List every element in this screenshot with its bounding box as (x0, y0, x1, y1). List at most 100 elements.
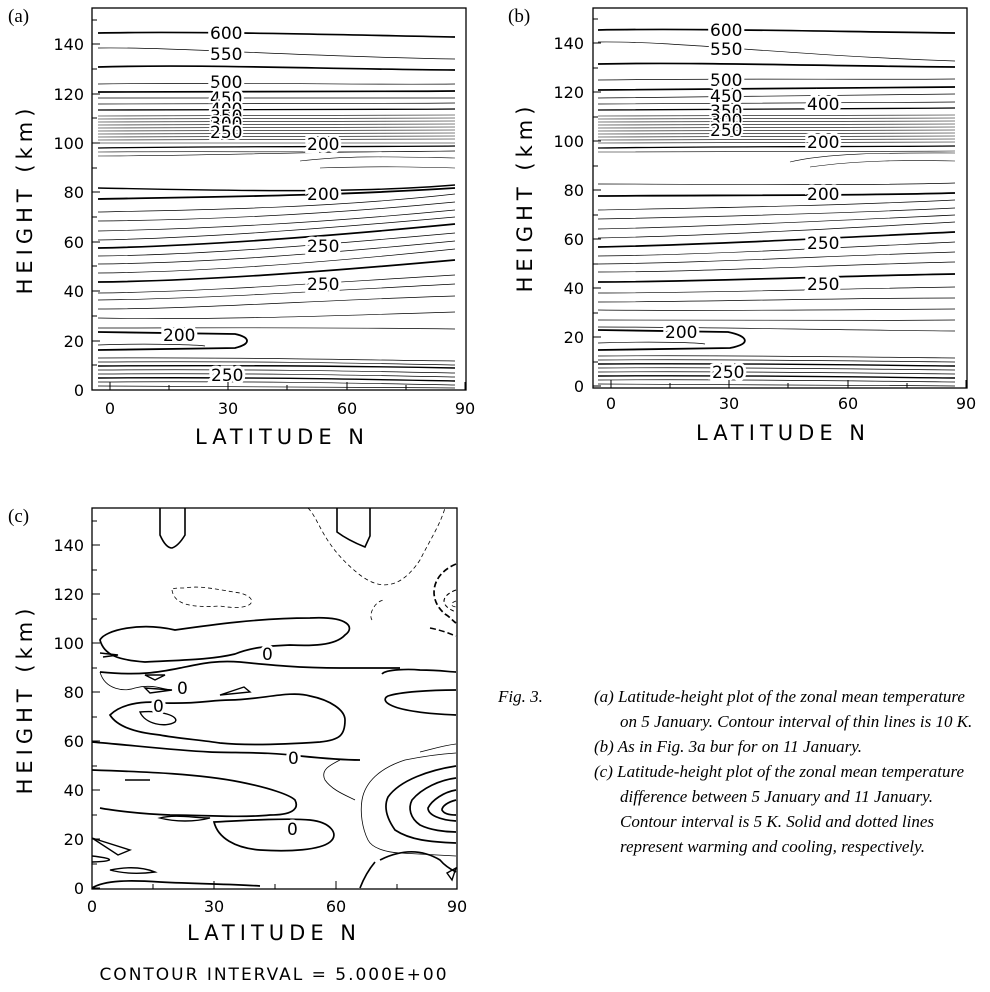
contour-label: 0 (287, 820, 298, 840)
x-tick-label: 60 (326, 897, 346, 916)
y-tick-label: 80 (564, 181, 584, 200)
y-tick-label: 20 (564, 328, 584, 347)
y-tick-label: 120 (53, 85, 84, 104)
x-tick-label: 30 (719, 394, 739, 413)
contour-label: 550 (210, 45, 242, 65)
y-tick-label: 20 (64, 332, 84, 351)
panel-a-contours (97, 31, 456, 389)
x-tick-label: 0 (606, 394, 616, 413)
contour-label: 550 (710, 40, 742, 60)
panel-b-ticks (593, 18, 967, 388)
contour-label: 200 (807, 133, 839, 153)
contour-label: 600 (710, 21, 742, 41)
panel-c-x-axis-title: LATITUDE N (187, 921, 361, 945)
x-tick-label: 90 (455, 399, 475, 418)
contour-label: 200 (163, 326, 195, 346)
contour-label: 350 (710, 102, 742, 122)
panel-b: (b) (508, 6, 976, 445)
y-tick-label: 120 (53, 585, 84, 604)
caption-item-b: (b) As in Fig. 3a bur for on 11 January. (594, 737, 863, 756)
contour-label: 500 (710, 71, 742, 91)
panel-c-x-tick-labels: 0 30 60 90 (87, 897, 467, 916)
y-tick-label: 0 (574, 377, 584, 396)
y-tick-label: 140 (53, 35, 84, 54)
y-tick-label: 100 (53, 134, 84, 153)
y-tick-label: 120 (553, 83, 584, 102)
y-tick-label: 80 (64, 683, 84, 702)
y-tick-label: 0 (74, 879, 84, 898)
contour-label: 600 (210, 24, 242, 44)
contour-label: 500 (210, 73, 242, 93)
panel-c-contours (91, 507, 458, 889)
y-tick-label: 40 (64, 282, 84, 301)
contour-label: 0 (177, 679, 188, 699)
x-tick-label: 0 (105, 399, 115, 418)
panel-c-contour-labels: 0 0 0 0 0 (150, 642, 302, 843)
panel-b-letter: (b) (508, 6, 530, 27)
contour-label: 200 (307, 185, 339, 205)
contour-label: 250 (807, 275, 839, 295)
panel-a-x-axis-title: LATITUDE N (195, 425, 369, 449)
y-tick-label: 40 (564, 279, 584, 298)
contour-label: 250 (210, 123, 242, 143)
contour-label: 0 (153, 697, 164, 717)
y-tick-label: 80 (64, 183, 84, 202)
contour-label: 350 (210, 107, 242, 127)
panel-c: (c) (8, 506, 467, 985)
panel-b-x-axis-title: LATITUDE N (696, 421, 870, 445)
panel-a: (a) (8, 6, 475, 449)
panel-a-frame (91, 7, 467, 391)
panel-a-ticks (92, 19, 466, 391)
panel-a-contour-labels: 600 550 500 450 400 350 300 250 200 200 … (160, 21, 342, 389)
panel-c-letter: (c) (8, 506, 29, 527)
contour-label: 400 (210, 100, 242, 120)
y-tick-label: 140 (53, 536, 84, 555)
contour-label: 250 (211, 366, 243, 386)
x-tick-label: 60 (838, 394, 858, 413)
panel-a-y-tick-labels: 0 20 40 60 80 100 120 140 (53, 35, 84, 400)
contour-label: 300 (210, 114, 242, 134)
y-tick-label: 60 (564, 230, 584, 249)
panel-a-letter: (a) (8, 6, 29, 27)
panel-c-y-axis-title: HEIGHT (km) (13, 604, 37, 795)
contour-label: 250 (807, 234, 839, 254)
panel-b-contour-labels: 600 550 500 450 400 350 300 250 200 200 … (662, 18, 842, 386)
x-tick-label: 60 (337, 399, 357, 418)
y-tick-label: 100 (53, 634, 84, 653)
contour-label: 250 (307, 275, 339, 295)
contour-label: 250 (710, 121, 742, 141)
panel-a-x-tick-labels: 0 30 60 90 (105, 399, 475, 418)
caption-item-a: (a) Latitude-height plot of the zonal me… (594, 687, 973, 731)
contour-label: 450 (210, 89, 242, 109)
caption-item-c: (c) Latitude-height plot of the zonal me… (594, 762, 964, 856)
contour-label: 450 (710, 87, 742, 107)
panel-b-frame (592, 7, 968, 389)
panel-b-y-tick-labels: 0 20 40 60 80 100 120 140 (553, 34, 584, 396)
contour-label: 200 (807, 185, 839, 205)
y-tick-label: 100 (553, 132, 584, 151)
y-tick-label: 140 (553, 34, 584, 53)
panel-a-y-axis-title: HEIGHT (km) (13, 104, 37, 295)
contour-label: 0 (262, 645, 273, 665)
panel-b-y-axis-title: HEIGHT (km) (513, 102, 537, 293)
x-tick-label: 90 (956, 394, 976, 413)
contour-label: 200 (307, 135, 339, 155)
contour-label: 400 (807, 95, 839, 115)
y-tick-label: 20 (64, 830, 84, 849)
y-tick-label: 40 (64, 781, 84, 800)
panel-c-frame (91, 507, 458, 890)
y-tick-label: 60 (64, 233, 84, 252)
panel-b-x-tick-labels: 0 30 60 90 (606, 394, 976, 413)
contour-interval-note: CONTOUR INTERVAL = 5.000E+00 (99, 965, 448, 985)
x-tick-label: 30 (218, 399, 238, 418)
contour-label: 200 (665, 323, 697, 343)
panel-c-ticks (92, 520, 398, 889)
panel-c-y-tick-labels: 0 20 40 60 80 100 120 140 (53, 536, 84, 898)
contour-label: 250 (712, 363, 744, 383)
x-tick-label: 0 (87, 897, 97, 916)
contour-label: 250 (307, 237, 339, 257)
contour-label: 300 (710, 111, 742, 131)
caption-items: (a) Latitude-height plot of the zonal me… (594, 684, 984, 859)
panel-b-contours (597, 28, 956, 387)
